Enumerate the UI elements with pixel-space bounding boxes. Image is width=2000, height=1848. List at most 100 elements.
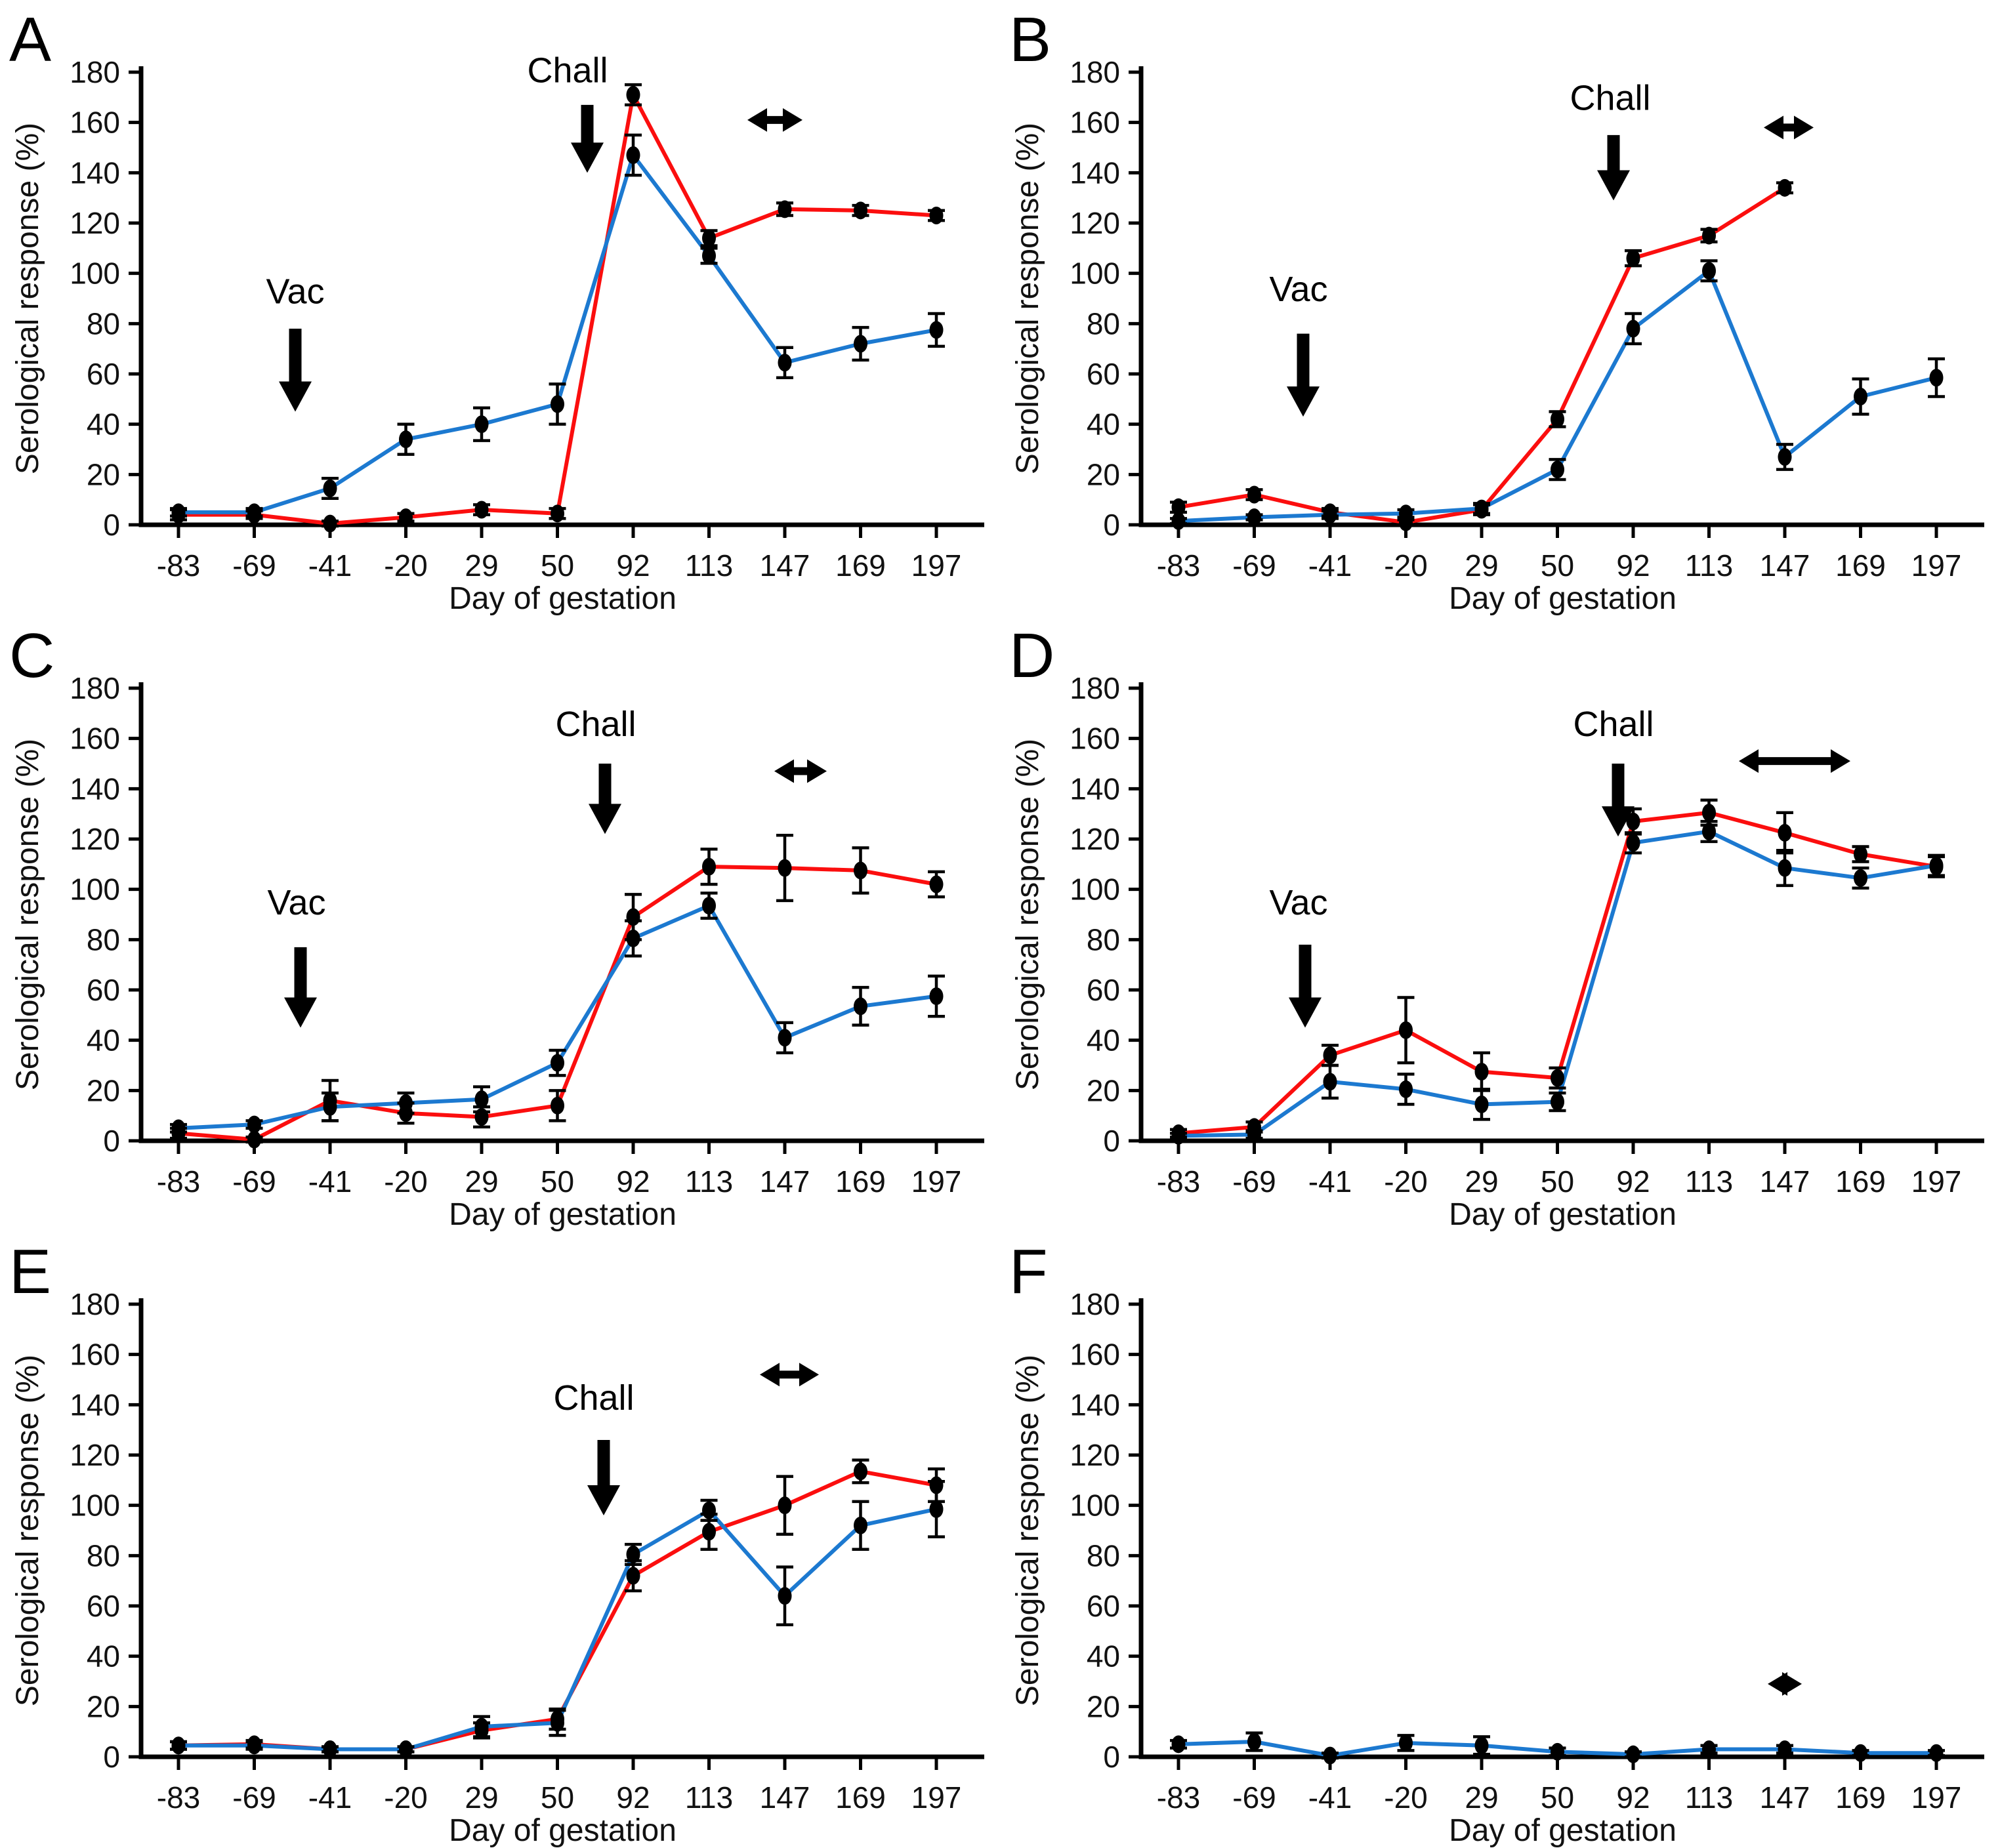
y-tick-label: 140 <box>70 155 120 190</box>
red-line-marker <box>551 1096 564 1115</box>
panel-d: D 0 20 40 60 80 100 120 140 160 180 -83 -69 -41 -20 29… <box>1000 616 2000 1232</box>
y-tick-label: 160 <box>1070 106 1120 140</box>
y-tick-label: 120 <box>70 822 120 856</box>
x-tick-label: 113 <box>685 1164 733 1199</box>
y-tick-label: 100 <box>70 257 120 291</box>
red-line <box>1178 186 1786 525</box>
y-tick-label: 180 <box>70 55 120 89</box>
x-tick-label: 197 <box>911 548 962 583</box>
chall-label: Chall <box>1570 79 1650 118</box>
x-tick-label: 197 <box>1911 1164 1962 1199</box>
x-tick-label: 92 <box>616 1164 650 1199</box>
y-tick-label: 100 <box>1070 1489 1120 1523</box>
x-tick-label: 50 <box>1541 1780 1574 1815</box>
panel-a: A 0 20 40 60 80 100 120 140 160 180 -83 -69 -41 -20 29… <box>0 0 1000 616</box>
blue-line-marker <box>474 415 489 434</box>
red-line-marker <box>778 1496 792 1515</box>
red-line-marker <box>474 501 489 519</box>
x-tick-label: 50 <box>541 548 574 583</box>
y-tick-label: 60 <box>1087 1589 1120 1623</box>
blue-line-marker <box>171 1119 186 1138</box>
x-tick-label: -69 <box>1232 1164 1276 1199</box>
red-line-marker <box>929 207 944 224</box>
x-tick-label: 92 <box>616 1780 650 1815</box>
y-tick-label: 120 <box>70 1438 120 1472</box>
chall-label: Chall <box>555 705 636 744</box>
red-line-marker <box>1474 1063 1489 1081</box>
blue-line-marker <box>474 1090 489 1109</box>
blue-line-marker <box>702 247 716 265</box>
blue-line-marker <box>551 395 564 413</box>
blue-line-marker <box>247 503 261 522</box>
blue-line-marker <box>1474 499 1489 518</box>
blue-line-marker <box>1702 823 1716 840</box>
blue-line-marker <box>399 1740 413 1758</box>
vac-arrow-icon <box>1289 945 1322 1028</box>
y-tick-label: 120 <box>1070 822 1120 856</box>
blue-line-marker <box>778 1029 792 1047</box>
blue-line-marker <box>626 1545 640 1563</box>
blue-line-marker <box>1323 506 1337 524</box>
x-tick-label: 29 <box>465 1164 498 1199</box>
blue-line-marker <box>1247 1125 1261 1143</box>
double-arrow-icon <box>1764 115 1814 140</box>
x-tick-label: 169 <box>835 1164 886 1199</box>
x-axis-title: Day of gestation <box>449 1197 677 1232</box>
red-line-marker <box>1626 249 1640 268</box>
x-tick-label: -69 <box>1232 548 1276 583</box>
blue-line-marker <box>702 897 716 915</box>
y-tick-label: 0 <box>1103 508 1120 542</box>
red-line-marker <box>1854 845 1867 863</box>
x-tick-label: 147 <box>760 1780 810 1815</box>
y-tick-label: 80 <box>87 922 120 956</box>
x-tick-label: 147 <box>760 1164 810 1199</box>
x-tick-label: 169 <box>835 548 886 583</box>
y-tick-label: 60 <box>87 357 120 391</box>
y-tick-label: 80 <box>1087 922 1120 956</box>
red-line-marker <box>323 514 337 533</box>
x-tick-label: 92 <box>1616 548 1650 583</box>
blue-line-marker <box>1551 1093 1564 1111</box>
chall-label: Chall <box>527 51 608 90</box>
red-line-marker <box>1323 1046 1337 1065</box>
blue-line-marker <box>1626 319 1640 338</box>
red-line-marker <box>854 1462 867 1481</box>
red-line-marker <box>399 508 413 526</box>
y-axis-title: Serological response (%) <box>1010 739 1045 1090</box>
chall-arrow-icon <box>571 104 604 173</box>
double-arrow-icon <box>747 108 802 132</box>
panel-a-chart: 0 20 40 60 80 100 120 140 160 180 -83 -69 -41 -20 29 50… <box>10 51 984 616</box>
blue-line-marker <box>1474 1736 1489 1755</box>
x-tick-label: 50 <box>1541 548 1574 583</box>
y-tick-label: 20 <box>87 1073 120 1107</box>
blue-line-marker <box>1399 504 1413 523</box>
x-tick-label: 197 <box>1911 548 1962 583</box>
blue-line-marker <box>1247 1733 1261 1751</box>
x-tick-label: 29 <box>1465 1780 1498 1815</box>
double-arrow-icon <box>1739 749 1850 773</box>
y-tick-label: 100 <box>70 873 120 907</box>
red-line-marker <box>929 875 944 893</box>
blue-line-marker <box>854 335 867 353</box>
y-tick-label: 140 <box>1070 155 1120 190</box>
blue-line-marker <box>323 479 337 497</box>
blue-line-marker <box>778 354 792 372</box>
x-tick-label: -83 <box>1157 1780 1200 1815</box>
y-tick-label: 100 <box>70 1489 120 1523</box>
x-tick-label: 113 <box>1685 1780 1733 1815</box>
y-tick-label: 40 <box>1087 407 1120 441</box>
red-line-marker <box>1551 410 1564 428</box>
panel-d-chart: 0 20 40 60 80 100 120 140 160 180 -83 -69 -41 -20 29 50… <box>1010 671 1984 1232</box>
blue-line-marker <box>1702 1740 1716 1758</box>
blue-line-marker <box>626 146 640 164</box>
blue-line-marker <box>1778 1740 1792 1758</box>
panel-a-label: A <box>9 5 52 75</box>
x-axis-title: Day of gestation <box>1449 1813 1677 1848</box>
y-tick-label: 20 <box>87 1689 120 1723</box>
y-tick-label: 40 <box>1087 1639 1120 1673</box>
y-tick-label: 180 <box>1070 671 1120 705</box>
x-tick-label: 113 <box>1685 548 1733 583</box>
x-tick-label: -41 <box>1308 1164 1352 1199</box>
x-tick-label: 50 <box>1541 1164 1574 1199</box>
x-tick-label: -41 <box>308 1164 352 1199</box>
